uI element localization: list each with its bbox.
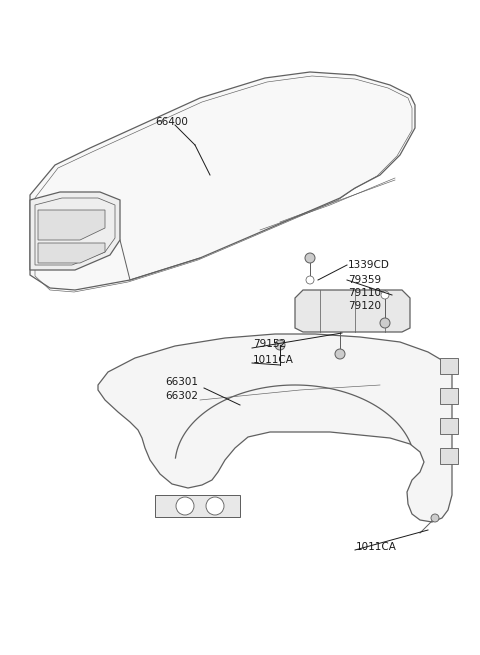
Text: 66302: 66302 — [165, 391, 198, 401]
Circle shape — [206, 497, 224, 515]
Circle shape — [431, 514, 439, 522]
Text: 79120: 79120 — [348, 301, 381, 311]
Text: 66301: 66301 — [165, 377, 198, 387]
Circle shape — [305, 253, 315, 263]
Bar — [440, 358, 458, 374]
Circle shape — [306, 276, 314, 284]
Text: 79152: 79152 — [253, 339, 286, 349]
Polygon shape — [38, 210, 105, 240]
Circle shape — [380, 318, 390, 328]
Text: 1011CA: 1011CA — [253, 355, 294, 365]
Polygon shape — [98, 334, 452, 522]
Circle shape — [275, 340, 285, 350]
Text: 79110: 79110 — [348, 288, 381, 298]
Text: 79359: 79359 — [348, 275, 381, 285]
Circle shape — [176, 497, 194, 515]
Text: 1011CA: 1011CA — [356, 542, 397, 552]
Bar — [440, 388, 458, 404]
Circle shape — [335, 349, 345, 359]
Polygon shape — [295, 290, 410, 332]
Polygon shape — [30, 192, 120, 270]
Polygon shape — [38, 243, 105, 263]
Circle shape — [381, 291, 389, 299]
Bar — [155, 495, 240, 517]
Bar — [440, 418, 458, 434]
Polygon shape — [30, 72, 415, 290]
Bar — [440, 448, 458, 464]
Text: 1339CD: 1339CD — [348, 260, 390, 270]
Text: 66400: 66400 — [155, 117, 188, 127]
